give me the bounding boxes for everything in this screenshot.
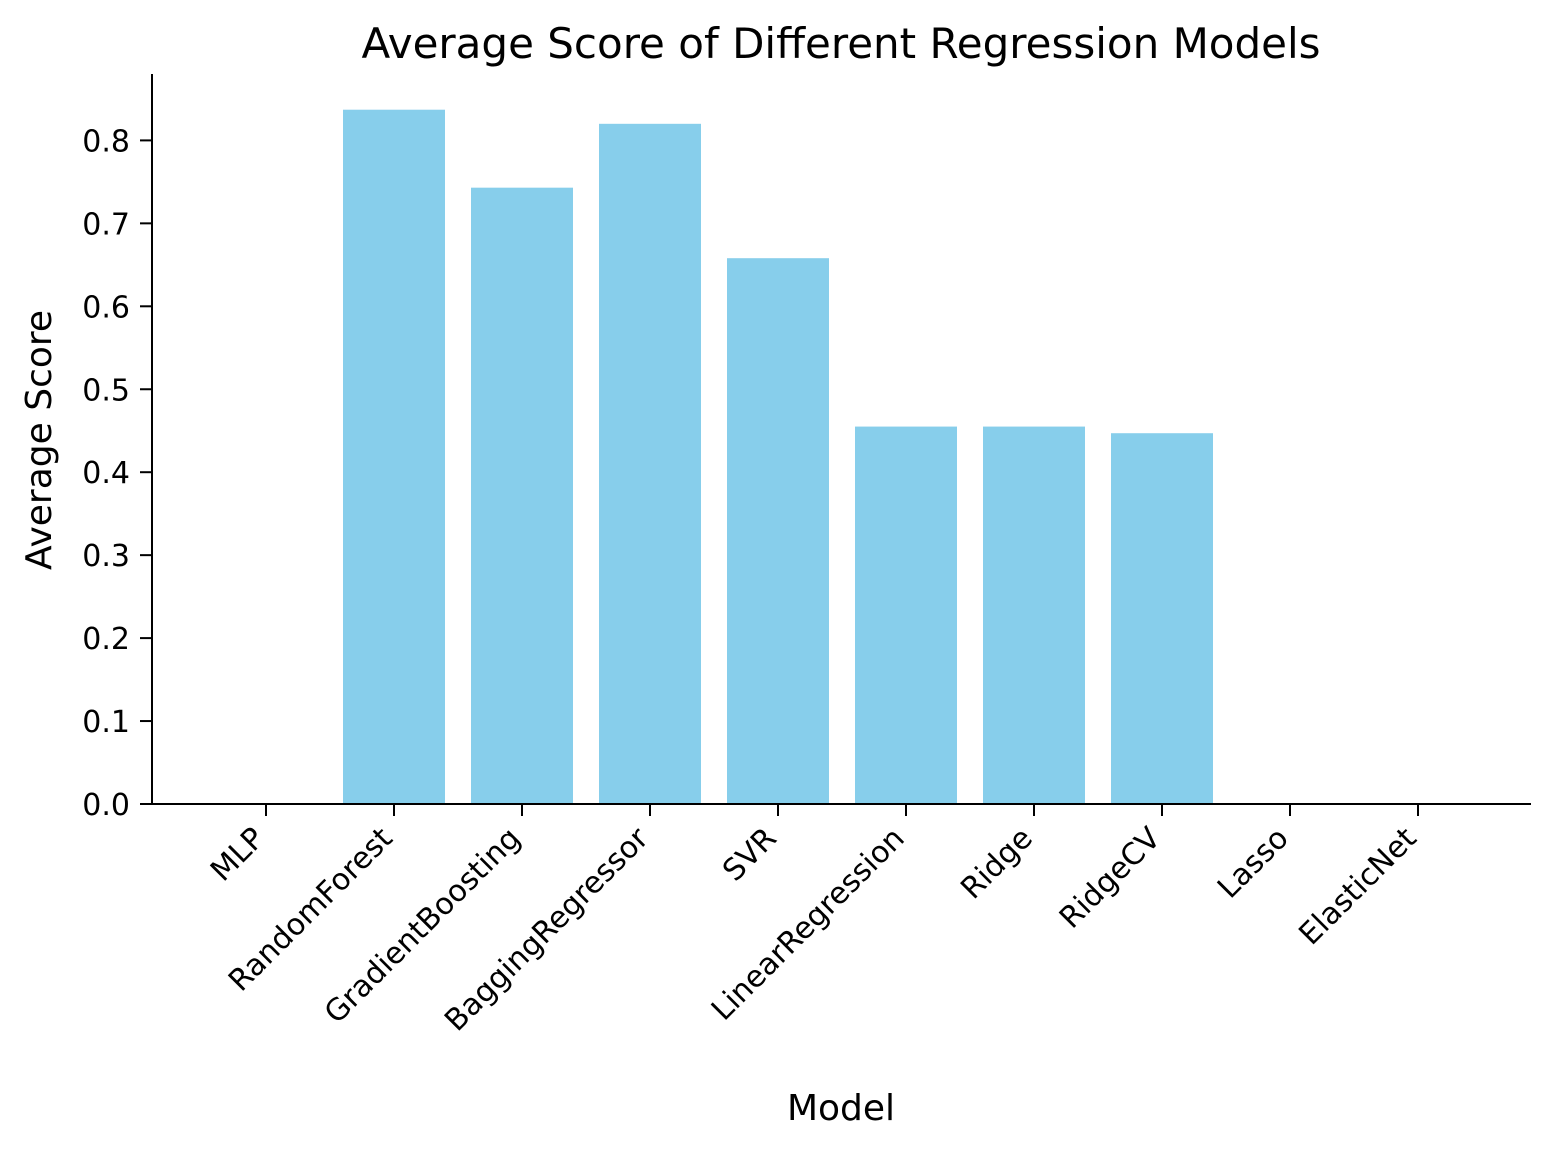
bar-ridgecv	[1111, 433, 1213, 804]
x-tick-label: ElasticNet	[1292, 821, 1423, 952]
y-tick-label: 0.8	[82, 124, 130, 159]
y-tick-label: 0.0	[82, 788, 130, 823]
bar-svr	[727, 258, 829, 805]
bar-linearregression	[855, 426, 957, 804]
y-tick-label: 0.3	[82, 539, 130, 574]
y-ticks-layer: 0.0 0.1 0.2 0.3 0.4 0.5 0.6 0.7 0.8	[82, 124, 152, 823]
bar-baggingregressor	[599, 123, 701, 804]
y-tick-label: 0.1	[82, 705, 130, 740]
y-tick-label: 0.5	[82, 373, 130, 408]
y-tick-label: 0.4	[82, 456, 130, 491]
x-ticks-layer: MLPRandomForestGradientBoostingBaggingRe…	[204, 804, 1424, 1038]
y-tick-label: 0.2	[82, 622, 130, 657]
y-tick-label: 0.7	[82, 207, 130, 242]
x-tick-label: Lasso	[1211, 821, 1296, 906]
x-axis-label: Model	[787, 1088, 895, 1129]
y-tick-label: 0.6	[82, 290, 130, 325]
bar-randomforest	[343, 109, 445, 805]
bar-gradientboosting	[471, 187, 573, 804]
x-tick-label: RidgeCV	[1053, 821, 1168, 936]
x-tick-label: MLP	[204, 821, 272, 889]
bar-ridge	[983, 426, 1085, 804]
x-tick-label: Ridge	[954, 821, 1039, 906]
chart-title: Average Score of Different Regression Mo…	[361, 19, 1320, 68]
bars-layer	[343, 109, 1213, 805]
y-axis-label: Average Score	[19, 310, 60, 570]
x-tick-label: SVR	[716, 821, 783, 888]
